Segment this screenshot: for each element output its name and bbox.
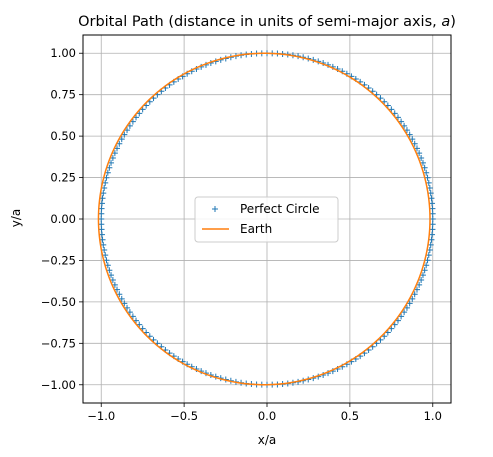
circle-marker xyxy=(429,210,436,217)
y-tick-label: 0.50 xyxy=(50,129,76,143)
circle-marker xyxy=(429,226,436,233)
circle-marker xyxy=(98,216,105,222)
circle-marker xyxy=(100,190,107,197)
circle-marker xyxy=(98,226,105,233)
circle-marker xyxy=(429,221,436,228)
y-tick-label: 0.25 xyxy=(50,171,76,185)
circle-marker xyxy=(426,184,433,191)
y-tick-label: 0.75 xyxy=(50,88,76,102)
circle-marker xyxy=(426,247,433,254)
legend-marker-circle xyxy=(212,206,218,212)
x-axis-ticks: −1.0 −0.5 0.0 0.5 1.0 xyxy=(87,403,442,423)
circle-marker xyxy=(99,236,106,243)
chart-title: Orbital Path (distance in units of semi-… xyxy=(78,14,456,30)
y-tick-label: −0.75 xyxy=(41,336,76,350)
circle-marker xyxy=(427,241,434,248)
circle-marker xyxy=(98,210,105,217)
y-tick-label: 0.00 xyxy=(50,212,76,226)
circle-marker xyxy=(101,184,108,191)
y-tick-label: −1.00 xyxy=(41,378,76,392)
circle-marker xyxy=(98,221,105,228)
circle-marker xyxy=(429,216,436,222)
circle-marker xyxy=(429,231,436,238)
x-tick-label: −0.5 xyxy=(170,409,198,423)
circle-marker xyxy=(98,231,105,238)
circle-marker xyxy=(98,205,105,212)
chart-title-close: ) xyxy=(450,14,456,30)
y-tick-label: −0.25 xyxy=(41,253,76,267)
circle-marker xyxy=(98,200,105,207)
circle-marker xyxy=(99,195,106,202)
plot-area xyxy=(97,50,436,388)
x-tick-label: 1.0 xyxy=(424,409,442,423)
y-tick-label: −0.50 xyxy=(41,295,76,309)
chart-title-symbol: a xyxy=(441,14,450,30)
circle-marker xyxy=(101,247,108,254)
series-layer xyxy=(97,50,436,388)
y-axis-ticks: 1.00 0.75 0.50 0.25 0.00 −0.25 −0.50 −0.75 −1.00 xyxy=(41,46,83,392)
circle-marker xyxy=(100,241,107,248)
x-tick-label: 0.0 xyxy=(258,409,276,423)
y-axis-label: y/a xyxy=(9,209,23,228)
circle-marker xyxy=(427,190,434,197)
y-tick-label: 1.00 xyxy=(50,46,76,60)
legend: Perfect Circle Earth xyxy=(194,196,339,243)
circle-marker xyxy=(429,205,436,212)
legend-box xyxy=(194,196,339,243)
x-tick-label: −1.0 xyxy=(87,409,115,423)
earth-orbit-line xyxy=(97,52,431,386)
x-axis-label: x/a xyxy=(258,433,277,447)
circle-marker xyxy=(428,195,435,202)
x-tick-label: 0.5 xyxy=(341,409,359,423)
legend-label: Perfect Circle xyxy=(240,202,320,216)
chart-title-text: Orbital Path (distance in units of semi-… xyxy=(78,14,441,30)
circle-marker xyxy=(429,200,436,207)
circle-marker xyxy=(428,236,435,243)
legend-label: Earth xyxy=(240,222,272,236)
